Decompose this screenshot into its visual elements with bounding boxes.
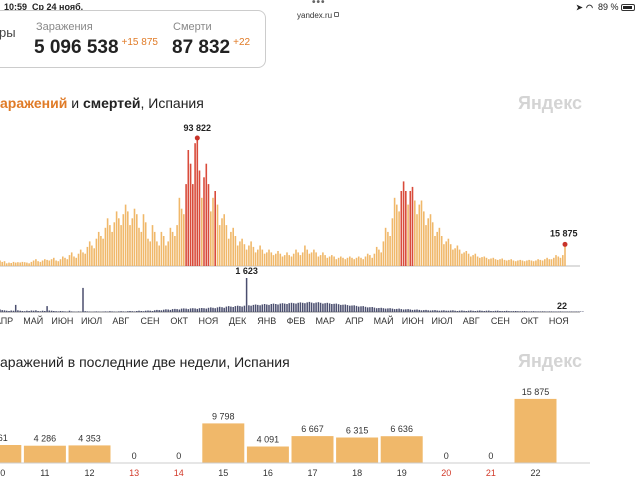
day-value-label: 6 315 [346,426,369,436]
two-weeks-chart: 461 10 4 286 11 4 353 12 0 13 0 14 9 798 15 4 091 16 6… [0,387,590,478]
day-tick-label: 10 [0,468,5,478]
day-tick-label: 20 [441,468,451,478]
day-bar [514,398,557,463]
day-tick-label: 19 [397,468,407,478]
deaths-delta: +22 [233,37,251,48]
day-value-label: 0 [132,451,137,461]
month-tick-label: ЯНВ [257,316,276,326]
day-bar [336,437,379,463]
month-tick-label: АВГ [112,316,129,326]
month-tick-label: СЕН [140,316,159,326]
month-tick-label: ИЮЛ [431,316,452,326]
cases-peak-label: 93 822 [184,123,212,133]
day-bar [291,436,334,463]
chart1-title-deaths: смертей [82,95,141,111]
month-tick-label: ФЕВ [287,316,306,326]
month-tick-label: МАЙ [374,315,394,326]
month-tick-label: МАР [315,316,335,326]
month-tick-label: ДЕК [229,316,247,326]
deaths-total: 87 832 +22 [172,37,250,59]
day-value-label: 4 353 [78,433,101,443]
chart1-title-country: , Испания [140,95,204,111]
cases-deaths-chart: 93 822 15 875 1 623 22 АПР МАЙ ИЮН ИЮЛ АВГ СЕН ОКТ… [0,123,584,326]
yandex-logo-2: Яндекс [518,351,583,371]
month-tick-label: ИЮН [51,316,73,326]
day-value-label: 4 091 [257,435,280,445]
month-tick-label: НОЯ [549,316,569,326]
day-value-label: 0 [176,451,181,461]
battery-level [623,6,632,9]
battery-icon [621,4,635,11]
day-tick-label: 22 [530,468,540,478]
month-tick-label: ИЮЛ [81,316,102,326]
summary-cut-label: ры [0,25,16,40]
day-value-label: 9 798 [212,411,235,421]
deaths-peak-label: 1 623 [235,266,258,276]
chart1-title-and: и [67,95,83,111]
month-tick-label: ОКТ [521,316,539,326]
month-tick-label: АПР [345,316,363,326]
summary-card: ры Заражения 5 096 538 +15 875 Смерти 87 … [0,10,266,68]
month-tick-label: АВГ [463,316,480,326]
cases-delta: +15 875 [121,37,158,48]
day-tick-label: 11 [40,468,49,478]
day-value-label: 6 667 [301,424,324,434]
day-value-label: 4 286 [34,434,57,444]
status-bar: 10:59 Ср 24 нояб. ••• yandex.ru ➤ ◠ 89 % [0,0,640,22]
day-tick-label: 17 [307,468,317,478]
cases-last-label: 15 875 [550,228,578,238]
day-value-label: 0 [488,451,493,461]
cases-label: Заражения [36,21,93,33]
day-bar [380,436,423,463]
month-tick-label: СЕН [491,316,510,326]
location-icon: ➤ [576,3,583,12]
chart2-title: аражений в последние две недели, Испания [0,354,290,370]
wifi-icon: ◠ [586,3,593,12]
cases-total: 5 096 538 +15 875 [34,37,158,59]
day-tick-label: 21 [486,468,496,478]
day-bar [246,446,289,463]
day-tick-label: 18 [352,468,362,478]
day-tick-label: 15 [218,468,228,478]
month-tick-label: НОЯ [198,316,218,326]
day-bar [202,423,245,463]
day-tick-label: 12 [84,468,94,478]
day-value-label: 15 875 [522,387,550,397]
chart1-title: аражений и смертей, Испания [0,95,204,111]
cases-peak-dot [194,135,200,141]
status-date: Ср 24 нояб. [32,2,84,12]
chart1-title-cases: аражений [0,95,68,111]
day-bar [68,445,111,463]
day-bar [23,445,66,463]
cases-last-dot [562,241,568,247]
yandex-logo-1: Яндекс [518,93,583,113]
day-value-label: 0 [444,451,449,461]
month-tick-label: ОКТ [170,316,188,326]
day-bar [0,445,22,463]
month-tick-label: МАЙ [23,315,43,326]
day-tick-label: 14 [174,468,184,478]
status-time: 10:59 [4,2,28,12]
deaths-label: Смерти [173,21,212,33]
day-tick-label: 16 [263,468,273,478]
deaths-value: 87 832 [172,37,231,58]
battery-percent: 89 % [598,2,619,12]
day-value-label: 6 636 [390,424,413,434]
month-tick-label: ИЮН [402,316,424,326]
address-bar-url[interactable]: yandex.ru [297,11,333,20]
day-tick-label: 13 [129,468,139,478]
month-tick-label: АПР [0,316,13,326]
day-value-label: 461 [0,433,8,443]
more-dots-icon[interactable]: ••• [312,0,326,8]
deaths-last-label: 22 [557,301,567,311]
lock-icon [334,12,339,17]
cases-value: 5 096 538 [34,37,119,58]
